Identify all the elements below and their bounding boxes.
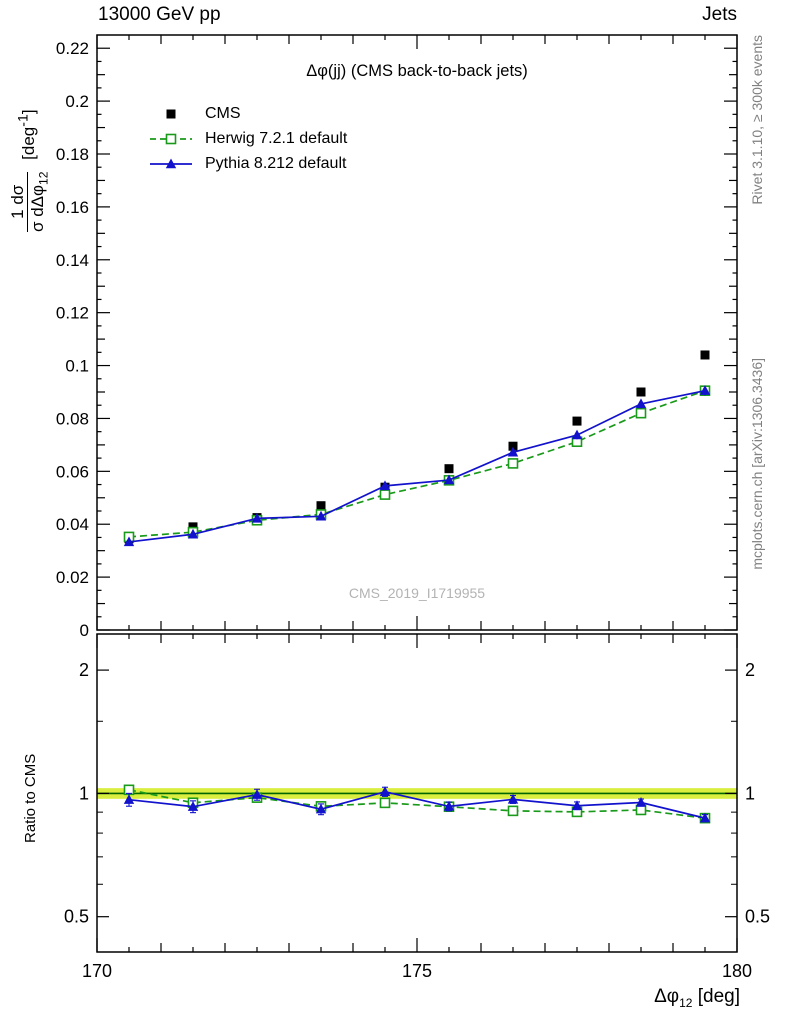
y-axis-fraction: 1 dσ σ dΔφ12 bbox=[8, 171, 51, 232]
y-tick-label: 0.16 bbox=[56, 198, 89, 217]
series-line bbox=[128, 389, 706, 538]
legend-label: Herwig 7.2.1 default bbox=[205, 130, 348, 147]
x-tick-label: 170 bbox=[82, 961, 112, 981]
ratio-tick-label-right: 0.5 bbox=[745, 907, 770, 927]
legend-marker-triangle-filled bbox=[150, 158, 192, 169]
mcplots-arxiv-label: mcplots.cern.ch [arXiv:1306.3436] bbox=[749, 358, 765, 570]
x-tick-label: 180 bbox=[722, 961, 752, 981]
ratio-tick-label-right: 2 bbox=[745, 660, 755, 680]
y-tick-label: 0.22 bbox=[56, 39, 89, 58]
header-beam-label: 13000 GeV pp bbox=[98, 4, 221, 25]
ratio-series-line bbox=[128, 788, 706, 819]
legend-marker-square-open bbox=[150, 133, 192, 145]
y-tick-label: 0 bbox=[80, 621, 89, 640]
legend-entry: Herwig 7.2.1 default bbox=[148, 128, 347, 150]
x-tick-label: 175 bbox=[402, 961, 432, 981]
ratio-tick-label-left: 2 bbox=[79, 660, 89, 680]
rivet-version-label: Rivet 3.1.10, ≥ 300k events bbox=[749, 35, 765, 205]
legend-entry: CMS bbox=[148, 103, 347, 125]
y-tick-label: 0.1 bbox=[65, 357, 89, 376]
y-tick-label: 0.06 bbox=[56, 462, 89, 481]
y-tick-label: 0.02 bbox=[56, 568, 89, 587]
y-tick-label: 0.14 bbox=[56, 251, 89, 270]
legend-label: Pythia 8.212 default bbox=[205, 155, 347, 172]
legend-marker-square-filled bbox=[166, 109, 176, 119]
y-tick-label: 0.08 bbox=[56, 409, 89, 428]
y-axis-label: 1 dσ σ dΔφ12 [deg-1] bbox=[8, 109, 51, 232]
ratio-tick-label-left: 1 bbox=[79, 783, 89, 803]
ratio-series-line bbox=[128, 790, 706, 819]
plot-title: Δφ(jj) (CMS back-to-back jets) bbox=[306, 62, 528, 80]
header-analysis-label: Jets bbox=[702, 4, 737, 25]
ratio-tick-label-right: 1 bbox=[745, 783, 755, 803]
y-axis-units: [deg-1] bbox=[15, 109, 38, 160]
legend: CMS Herwig 7.2.1 default Pythia 8.212 defa… bbox=[148, 103, 347, 175]
ratio-y-axis-label: Ratio to CMS bbox=[22, 753, 39, 843]
x-axis-label: Δφ12 [deg] bbox=[654, 986, 740, 1010]
y-tick-label: 0.18 bbox=[56, 145, 89, 164]
legend-entry: Pythia 8.212 default bbox=[148, 153, 347, 175]
watermark: CMS_2019_I1719955 bbox=[348, 585, 486, 601]
series-line bbox=[128, 389, 706, 543]
y-tick-label: 0.2 bbox=[65, 92, 89, 111]
ratio-tick-label-left: 0.5 bbox=[64, 907, 89, 927]
y-tick-label: 0.04 bbox=[56, 515, 89, 534]
y-tick-label: 0.12 bbox=[56, 304, 89, 323]
legend-label: CMS bbox=[205, 105, 241, 122]
